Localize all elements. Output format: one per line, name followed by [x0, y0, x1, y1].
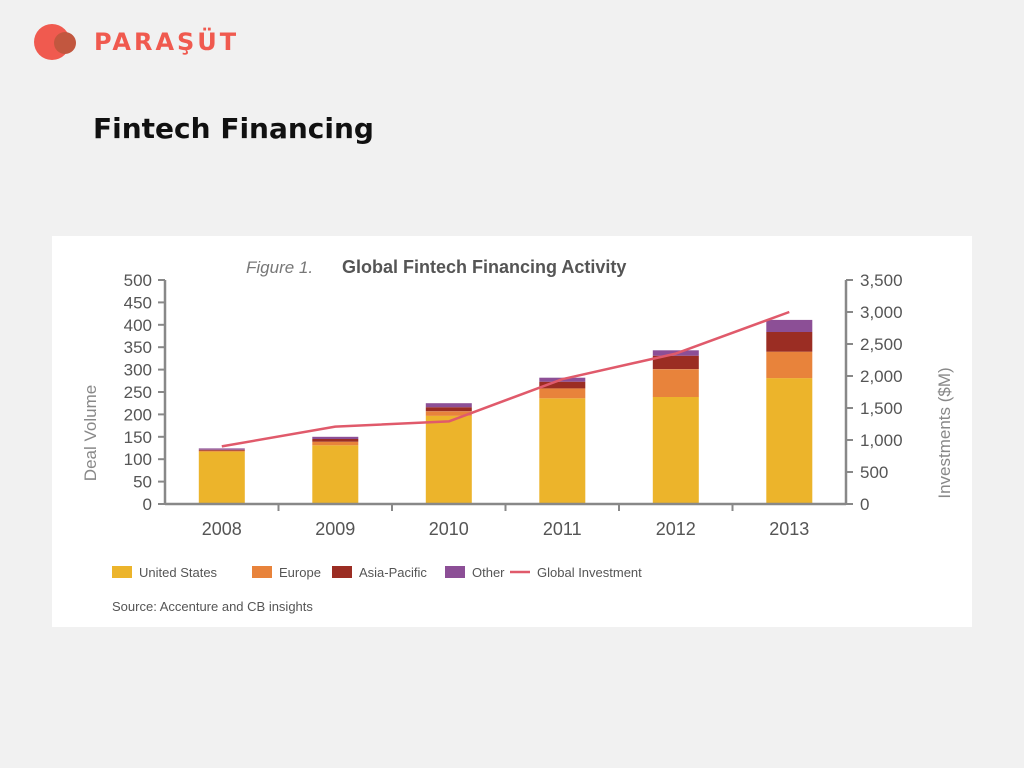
legend-label-other: Other: [472, 565, 505, 580]
bar-united-states-2010: [425, 415, 472, 504]
y-tick-label: 0: [143, 495, 152, 514]
bar-europe-2009: [312, 441, 359, 446]
bar-united-states-2012: [652, 396, 699, 504]
chart-card: Figure 1. Global Fintech Financing Activ…: [52, 236, 972, 627]
bar-united-states-2011: [539, 398, 586, 504]
source-note: Source: Accenture and CB insights: [112, 599, 313, 614]
bar-asia-pacific-2012: [652, 355, 699, 370]
legend-label-europe: Europe: [279, 565, 321, 580]
line-layer: [221, 310, 790, 448]
x-tick-label-2011: 2011: [543, 519, 582, 539]
ticks-group: 0 50 100 150 200 250 300 350 400 450 500 0 500 1,000 1…: [124, 271, 903, 539]
y-tick-label: 150: [124, 428, 152, 447]
legend-label-global-investment: Global Investment: [537, 565, 642, 580]
legend-swatch-other: [445, 566, 465, 578]
legend-swatch-united-states: [112, 566, 132, 578]
bar-other-2013: [766, 319, 813, 332]
y2-tick-label: 1,500: [860, 399, 903, 418]
bar-united-states-2008: [198, 451, 245, 504]
bar-asia-pacific-2011: [539, 381, 586, 389]
brand-logo: PARAŞÜT: [34, 22, 239, 62]
x-tick-label-2009: 2009: [315, 519, 355, 539]
x-tick-label-2008: 2008: [202, 519, 242, 539]
bar-asia-pacific-2010: [425, 407, 472, 412]
bar-asia-pacific-2013: [766, 332, 813, 352]
legend-swatch-europe: [252, 566, 272, 578]
y-tick-label: 200: [124, 405, 152, 424]
bar-europe-2013: [766, 351, 813, 379]
x-tick-label-2012: 2012: [656, 519, 696, 539]
legend-item-asia-pacific: Asia-Pacific: [332, 565, 427, 580]
y-axis-label: Deal Volume: [81, 385, 100, 481]
global-investment-line: [221, 310, 790, 448]
brand-name: PARAŞÜT: [94, 28, 240, 56]
y-tick-label: 450: [124, 293, 152, 312]
figure-caption: Global Fintech Financing Activity: [342, 257, 626, 277]
y-tick-label: 400: [124, 316, 152, 335]
y-tick-label: 50: [133, 473, 152, 492]
bar-other-2009: [312, 436, 359, 439]
x-tick-label-2010: 2010: [429, 519, 469, 539]
fintech-financing-chart: Figure 1. Global Fintech Financing Activ…: [81, 257, 954, 614]
bar-other-2008: [198, 448, 245, 450]
y2-tick-label: 3,000: [860, 303, 903, 322]
legend-label-asia-pacific: Asia-Pacific: [359, 565, 427, 580]
y-tick-label: 350: [124, 338, 152, 357]
bar-asia-pacific-2008: [198, 449, 245, 451]
legend-swatch-asia-pacific: [332, 566, 352, 578]
bars-group: [198, 319, 813, 504]
bar-europe-2011: [539, 388, 586, 399]
y-tick-label: 500: [124, 271, 152, 290]
legend-item-united-states: United States: [112, 565, 218, 580]
y-tick-label: 250: [124, 383, 152, 402]
y2-tick-label: 0: [860, 495, 869, 514]
y-tick-label: 300: [124, 361, 152, 380]
y2-axis-label: Investments ($M): [935, 367, 954, 498]
bar-other-2010: [425, 403, 472, 408]
slide-title: Fintech Financing: [93, 112, 374, 145]
legend-item-europe: Europe: [252, 565, 321, 580]
bar-united-states-2009: [312, 445, 359, 504]
bar-europe-2008: [198, 450, 245, 452]
axes: [163, 280, 848, 506]
logo-mark-icon: [34, 22, 82, 62]
x-tick-label-2013: 2013: [769, 519, 809, 539]
y2-tick-label: 2,500: [860, 335, 903, 354]
bar-europe-2010: [425, 411, 472, 416]
figure-label: Figure 1.: [246, 258, 313, 277]
bar-europe-2012: [652, 369, 699, 397]
legend-item-other: Other: [445, 565, 505, 580]
y2-tick-label: 2,000: [860, 367, 903, 386]
legend: United States Europe Asia-Pacific Other Glob…: [112, 565, 642, 580]
y2-tick-label: 3,500: [860, 271, 903, 290]
y2-tick-label: 1,000: [860, 431, 903, 450]
y2-tick-label: 500: [860, 463, 888, 482]
y-tick-label: 100: [124, 450, 152, 469]
legend-label-united-states: United States: [139, 565, 218, 580]
bar-asia-pacific-2009: [312, 439, 359, 442]
legend-item-global-investment: Global Investment: [510, 565, 642, 580]
bar-united-states-2013: [766, 378, 813, 504]
